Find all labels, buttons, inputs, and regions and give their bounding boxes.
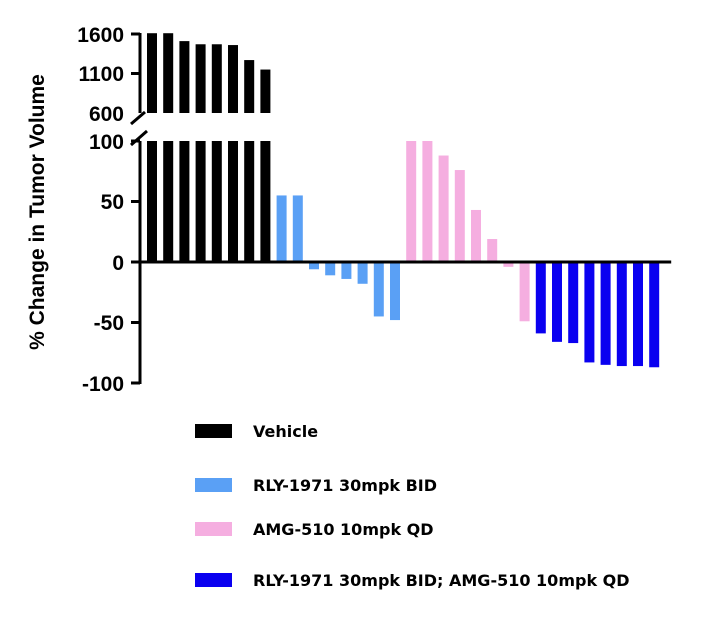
bar [276, 195, 287, 262]
bar [535, 262, 546, 334]
legend-label: AMG-510 10mpk QD [253, 519, 434, 539]
legend-swatch [195, 573, 232, 587]
lower-tick-label: 50 [101, 191, 124, 214]
legend-swatch [195, 478, 232, 492]
bar-upper-part [211, 44, 222, 113]
bar [649, 262, 660, 368]
bar [325, 262, 336, 276]
bar-lower-part [163, 141, 174, 262]
bar [341, 262, 352, 279]
bar-lower-part [244, 141, 255, 262]
bar-lower-part [147, 141, 157, 262]
upper-tick-label: 1600 [77, 24, 124, 47]
bar [390, 262, 400, 321]
legend-label: Vehicle [253, 421, 319, 441]
bar-upper-part [260, 69, 271, 113]
legend-label: RLY-1971 30mpk BID [253, 475, 438, 495]
legend-item-rly-1971: RLY-1971 30mpk BID [195, 474, 437, 496]
bar-upper-part [228, 45, 238, 114]
legend-swatch [195, 424, 232, 438]
bar-lower-part [228, 141, 238, 262]
bar [373, 262, 384, 317]
legend-swatch [195, 522, 232, 536]
upper-tick-label: 600 [89, 103, 124, 126]
lower-tick-label: 0 [112, 252, 124, 275]
bar [600, 262, 611, 365]
bar-lower-part [260, 141, 271, 262]
lower-tick-label: -50 [94, 312, 124, 335]
upper-tick-label: 1100 [78, 63, 124, 86]
legend-label: RLY-1971 30mpk BID; AMG-510 10mpk QD [253, 570, 630, 590]
bar-upper-part [179, 41, 190, 113]
y-axis-title: % Change in Tumor Volume [26, 74, 49, 350]
axes-group [130, 32, 672, 385]
bar [309, 262, 319, 270]
axis-break-mark [130, 110, 146, 126]
bar-upper-part [147, 33, 157, 113]
bar-upper-part [163, 33, 174, 113]
bar [568, 262, 579, 344]
bar [292, 195, 303, 262]
axis-break-mark [130, 129, 148, 147]
legend-item-vehicle: Vehicle [195, 420, 318, 442]
bar-lower-part [211, 141, 222, 262]
lower-tick-label: 100 [89, 131, 124, 154]
bar-upper-part [195, 44, 206, 113]
upper-tick-labels: 1600 1100 600 [77, 24, 124, 126]
bar-upper-part [244, 60, 255, 113]
bar [633, 262, 643, 367]
bar [422, 141, 433, 262]
bar-lower-part [179, 141, 190, 262]
bar [503, 262, 514, 267]
bar [454, 170, 465, 262]
bar [471, 209, 481, 262]
bars-group [147, 33, 660, 368]
lower-tick-label: -100 [82, 373, 124, 396]
legend-item-combination: RLY-1971 30mpk BID; AMG-510 10mpk QD [195, 569, 630, 591]
bar [552, 262, 562, 342]
bar [616, 262, 627, 367]
bar [357, 262, 368, 284]
lower-tick-labels: 100 50 0 -50 -100 [82, 131, 124, 396]
bar [519, 262, 530, 322]
bar [487, 239, 498, 262]
bar [438, 155, 449, 262]
bar [406, 141, 417, 262]
legend-item-amg-510: AMG-510 10mpk QD [195, 518, 434, 540]
bar-lower-part [195, 141, 206, 262]
bar [584, 262, 595, 363]
